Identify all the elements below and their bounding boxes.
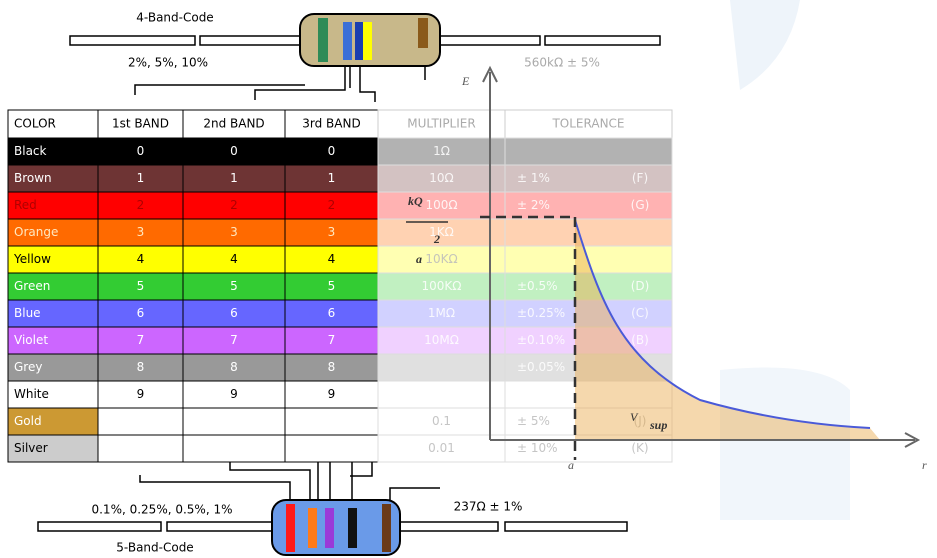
band-digit: 0: [328, 144, 336, 158]
multiplier: 100KΩ: [422, 279, 462, 293]
tolerance: (D): [631, 279, 650, 293]
band-digit: 6: [328, 306, 336, 320]
color-name: Green: [14, 279, 50, 293]
tolerance: ±0.05%: [517, 360, 565, 374]
table-cell: [378, 381, 505, 408]
y-axis-label: E: [461, 74, 470, 88]
top-example: 560kΩ ± 5%: [524, 56, 600, 70]
band-digit: 9: [328, 387, 336, 401]
tolerance: ± 5%: [517, 414, 550, 428]
table-cell: [505, 219, 672, 246]
tolerance: ±0.25%: [517, 306, 565, 320]
multiplier: 10KΩ: [425, 252, 457, 266]
band-digit: 5: [230, 279, 238, 293]
bottom-tolerance-note: 0.1%, 0.25%, 0.5%, 1%: [91, 503, 232, 517]
color-table: COLOR 1st BAND 2nd BAND 3rd BAND MULTIPLIER T…: [8, 110, 672, 462]
color-name: Blue: [14, 306, 41, 320]
band-digit: 9: [230, 387, 238, 401]
peak-exponent: 2: [433, 232, 440, 246]
multiplier: 0.1: [432, 414, 451, 428]
band-digit: 3: [137, 225, 145, 239]
band-digit: 7: [137, 333, 145, 347]
tolerance: ± 10%: [517, 441, 558, 455]
band-digit: 7: [230, 333, 238, 347]
band-digit: 4: [328, 252, 336, 266]
band-digit: 2: [230, 198, 238, 212]
tolerance: (G): [631, 198, 650, 212]
multiplier: 10MΩ: [424, 333, 459, 347]
color-name: Red: [14, 198, 37, 212]
bottom-example: 237Ω ± 1%: [454, 500, 523, 514]
table-cell: [183, 435, 285, 462]
table-cell: [183, 408, 285, 435]
band-digit: 6: [137, 306, 145, 320]
band-digit: 2: [137, 198, 145, 212]
bottom-title: 5-Band-Code: [116, 541, 193, 555]
band-digit: 4: [230, 252, 238, 266]
band-digit: 8: [230, 360, 238, 374]
page: 4-Band-Code 2%, 5%, 10% 560kΩ ± 5% COLOR…: [0, 0, 937, 558]
band-digit: 3: [328, 225, 336, 239]
color-name: Silver: [14, 441, 48, 455]
band-digit: 6: [230, 306, 238, 320]
color-name: White: [14, 387, 49, 401]
multiplier: 0.01: [428, 441, 455, 455]
band-digit: 5: [137, 279, 145, 293]
header-text: MULTIPLIER: [407, 117, 475, 131]
color-name: Black: [14, 144, 47, 158]
tolerance: (B): [631, 333, 649, 347]
table-cell: [98, 435, 183, 462]
header-text: COLOR: [14, 117, 56, 131]
color-name: Brown: [14, 171, 52, 185]
band-digit: 3: [230, 225, 238, 239]
band-digit: 5: [328, 279, 336, 293]
table-cell: [378, 354, 505, 381]
tolerance: (F): [632, 171, 648, 185]
band-digit: 1: [230, 171, 238, 185]
peak-numerator: kQ: [408, 194, 423, 208]
table-cell: [285, 435, 378, 462]
band-digit: 0: [230, 144, 238, 158]
band-digit: 0: [137, 144, 145, 158]
header-text: 1st BAND: [112, 117, 169, 131]
table-cell: [505, 138, 672, 165]
tolerance: (C): [631, 306, 649, 320]
band-digit: 1: [328, 171, 336, 185]
multiplier: 10Ω: [429, 171, 453, 185]
tolerance: ±0.10%: [517, 333, 565, 347]
tolerance: (K): [631, 441, 648, 455]
bg-shape: [720, 368, 850, 521]
color-name: Violet: [14, 333, 48, 347]
tolerance: ± 1%: [517, 171, 550, 185]
top-tolerance-note: 2%, 5%, 10%: [128, 56, 208, 70]
x-mark: a: [568, 458, 574, 472]
header-text: 2nd BAND: [203, 117, 264, 131]
top-title: 4-Band-Code: [136, 11, 213, 25]
color-name: Yellow: [13, 252, 51, 266]
band-digit: 1: [137, 171, 145, 185]
table-cell: [285, 408, 378, 435]
color-name: Grey: [14, 360, 42, 374]
peak-denominator: a: [416, 252, 422, 266]
color-name: Orange: [14, 225, 58, 239]
multiplier: 100Ω: [425, 198, 457, 212]
header-text: 3rd BAND: [302, 117, 360, 131]
curve-subscript: sup: [649, 418, 667, 432]
band-digit: 4: [137, 252, 145, 266]
bg-shape: [730, 0, 800, 90]
tolerance: ± 2%: [517, 198, 550, 212]
band-digit: 2: [328, 198, 336, 212]
band-digit: 7: [328, 333, 336, 347]
multiplier: 1MΩ: [428, 306, 455, 320]
band-digit: 9: [137, 387, 145, 401]
multiplier: 1Ω: [433, 144, 450, 158]
band-digit: 8: [328, 360, 336, 374]
band-digit: 8: [137, 360, 145, 374]
table-cell: [98, 408, 183, 435]
header-text: TOLERANCE: [551, 117, 624, 131]
multiplier: 1KΩ: [429, 225, 454, 239]
x-axis-label: r: [922, 458, 927, 472]
color-name: Gold: [14, 414, 42, 428]
tolerance: ±0.5%: [517, 279, 558, 293]
